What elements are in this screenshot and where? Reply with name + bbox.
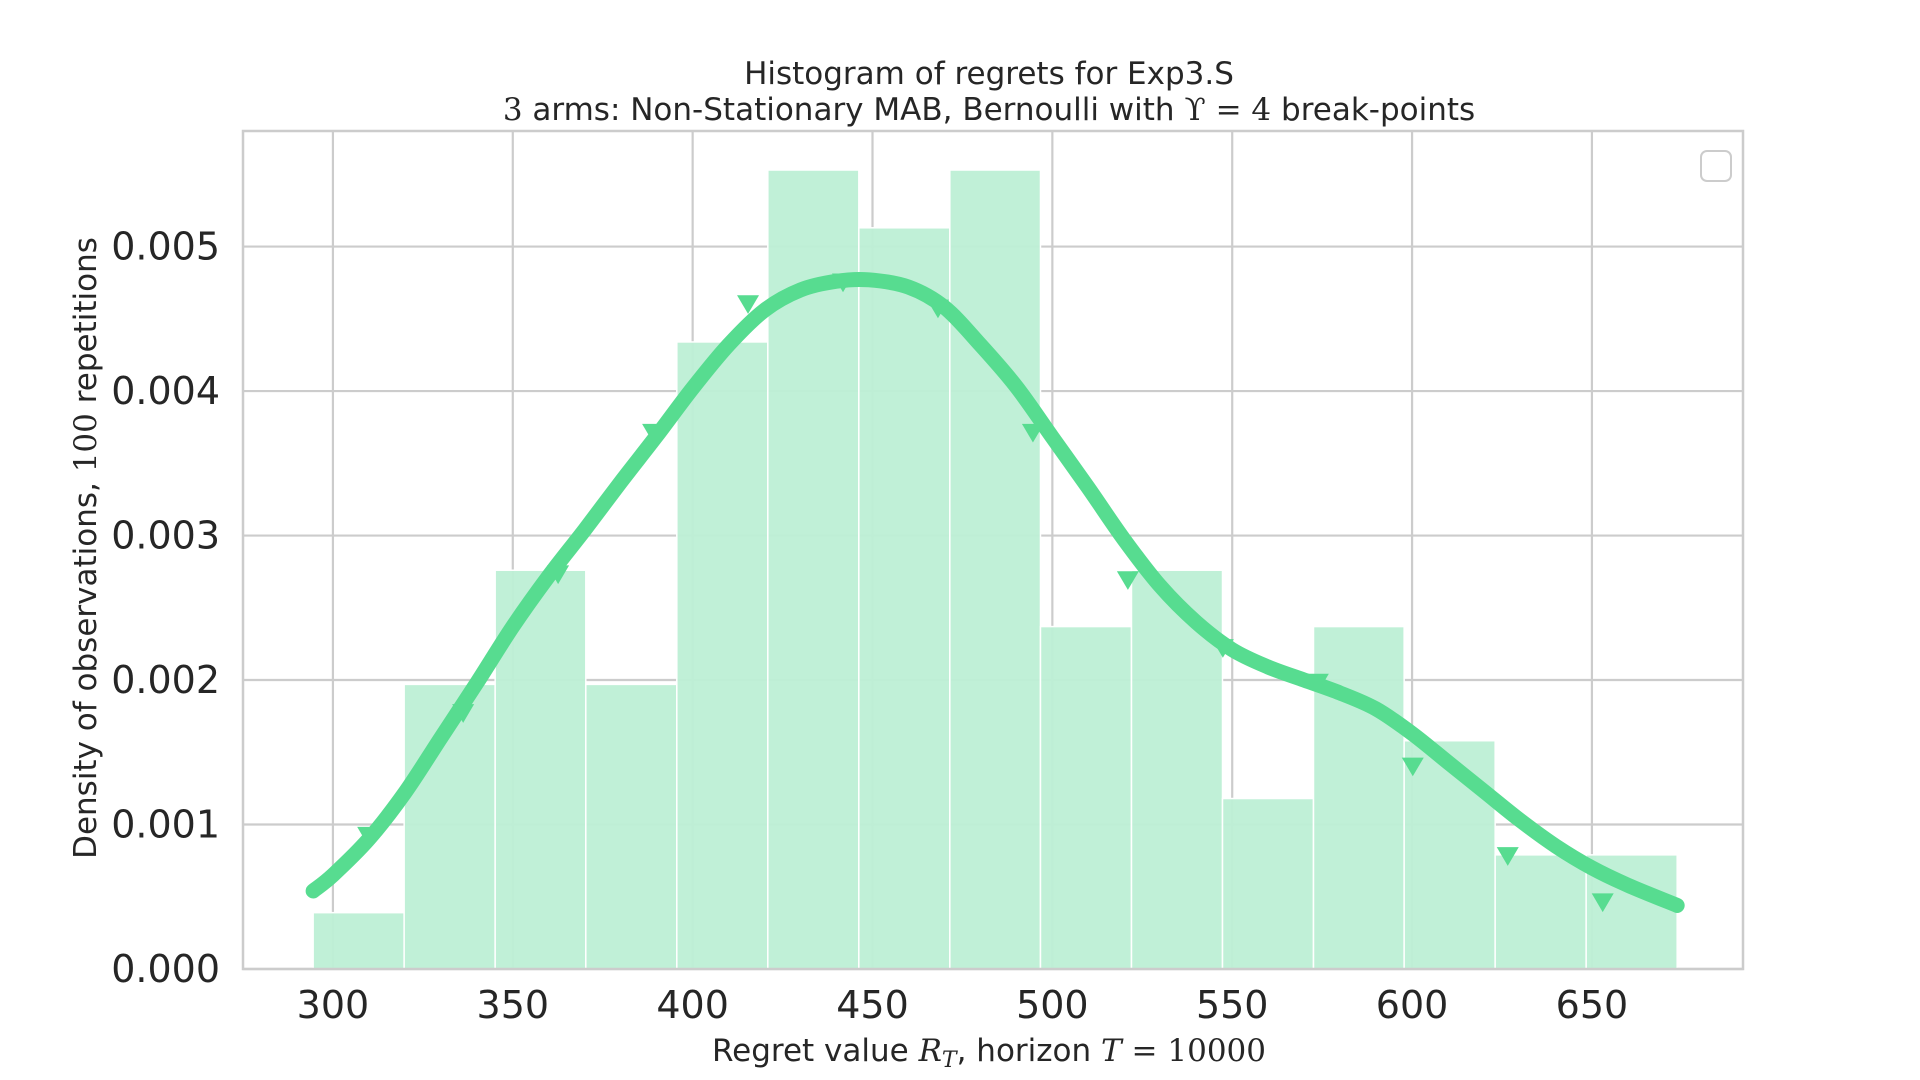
x-tick-label: 350	[477, 983, 550, 1027]
histogram-bar	[585, 683, 678, 970]
histogram-bar	[949, 169, 1042, 970]
chart-subtitle: 3 arms: Non-Stationary MAB, Bernoulli wi…	[503, 92, 1475, 128]
kde-marker	[1401, 757, 1424, 777]
x-tick-label: 650	[1556, 983, 1629, 1027]
subtitle-text-2: break-points	[1271, 92, 1475, 128]
y-tick-label: 0.005	[111, 225, 220, 269]
x-tick-label: 300	[297, 983, 370, 1027]
axes-frame	[241, 129, 1745, 971]
legend-box	[1700, 150, 1732, 182]
kde-marker	[642, 423, 665, 443]
plot-frame	[241, 129, 1745, 971]
subtitle-upsilon: ϒ	[1184, 92, 1205, 128]
kde-marker	[357, 826, 380, 846]
kde-marker	[1021, 423, 1044, 443]
xlabel-num: 10000	[1167, 1033, 1266, 1069]
chart-title: Histogram of regrets for Exp3.S	[744, 56, 1234, 92]
xlabel-text-1: Regret value	[712, 1033, 919, 1069]
x-tick-label: 500	[1016, 983, 1089, 1027]
tick-labels: 300 350 400 450 500 550 600 650 0.000 0.001 0.002 0…	[111, 225, 1628, 1027]
kde-marker	[452, 704, 475, 723]
y-tick-label: 0.001	[111, 803, 220, 847]
y-tick-label: 0.000	[111, 947, 220, 991]
histogram-bar	[1403, 739, 1496, 970]
ylabel-text-2: repetitions	[68, 237, 104, 413]
kde-marker	[547, 565, 570, 585]
kde-marker	[832, 273, 854, 293]
kde-marker	[1211, 639, 1234, 658]
xlabel-text-2: , horizon	[957, 1033, 1101, 1069]
y-tick-label: 0.003	[111, 514, 220, 558]
kde-marker	[1116, 571, 1139, 590]
histogram-bar	[1494, 854, 1587, 970]
histogram-bar	[1039, 625, 1133, 970]
histogram-bar	[858, 227, 951, 970]
x-axis-label: Regret value RT, horizon T = 10000	[712, 1033, 1266, 1073]
kde-curve	[305, 271, 1685, 913]
kde-curve-group	[305, 271, 1685, 913]
ylabel-text-1: Density of observations,	[68, 472, 104, 859]
kde-marker	[1591, 893, 1614, 913]
x-tick-label: 450	[836, 983, 909, 1027]
subtitle-eq: =	[1206, 92, 1252, 128]
kde-marker	[926, 299, 949, 319]
kde-marker	[1496, 847, 1519, 866]
x-tick-label: 550	[1196, 983, 1269, 1027]
x-tick-label: 600	[1376, 983, 1449, 1027]
xlabel-sub: T	[942, 1048, 959, 1073]
y-tick-label: 0.002	[111, 658, 220, 702]
kde-marker	[737, 295, 760, 314]
y-tick-label: 0.004	[111, 369, 220, 413]
kde-marker	[1306, 673, 1329, 693]
xlabel-eq: =	[1122, 1033, 1168, 1069]
xlabel-var: R	[918, 1033, 942, 1069]
histogram-bar	[676, 341, 769, 970]
subtitle-text-1: arms: Non-Stationary MAB, Bernoulli with	[523, 92, 1185, 128]
histogram-bar	[1312, 625, 1405, 970]
x-tick-label: 400	[656, 983, 729, 1027]
subtitle-arms: 3	[503, 92, 523, 128]
subtitle-num: 4	[1251, 92, 1271, 128]
histogram-bar	[312, 911, 405, 970]
ylabel-num: 100	[68, 413, 104, 472]
y-axis-label: Density of observations, 100 repetitions	[68, 237, 104, 859]
xlabel-var2: T	[1101, 1033, 1124, 1069]
histogram-bar	[1221, 797, 1315, 970]
